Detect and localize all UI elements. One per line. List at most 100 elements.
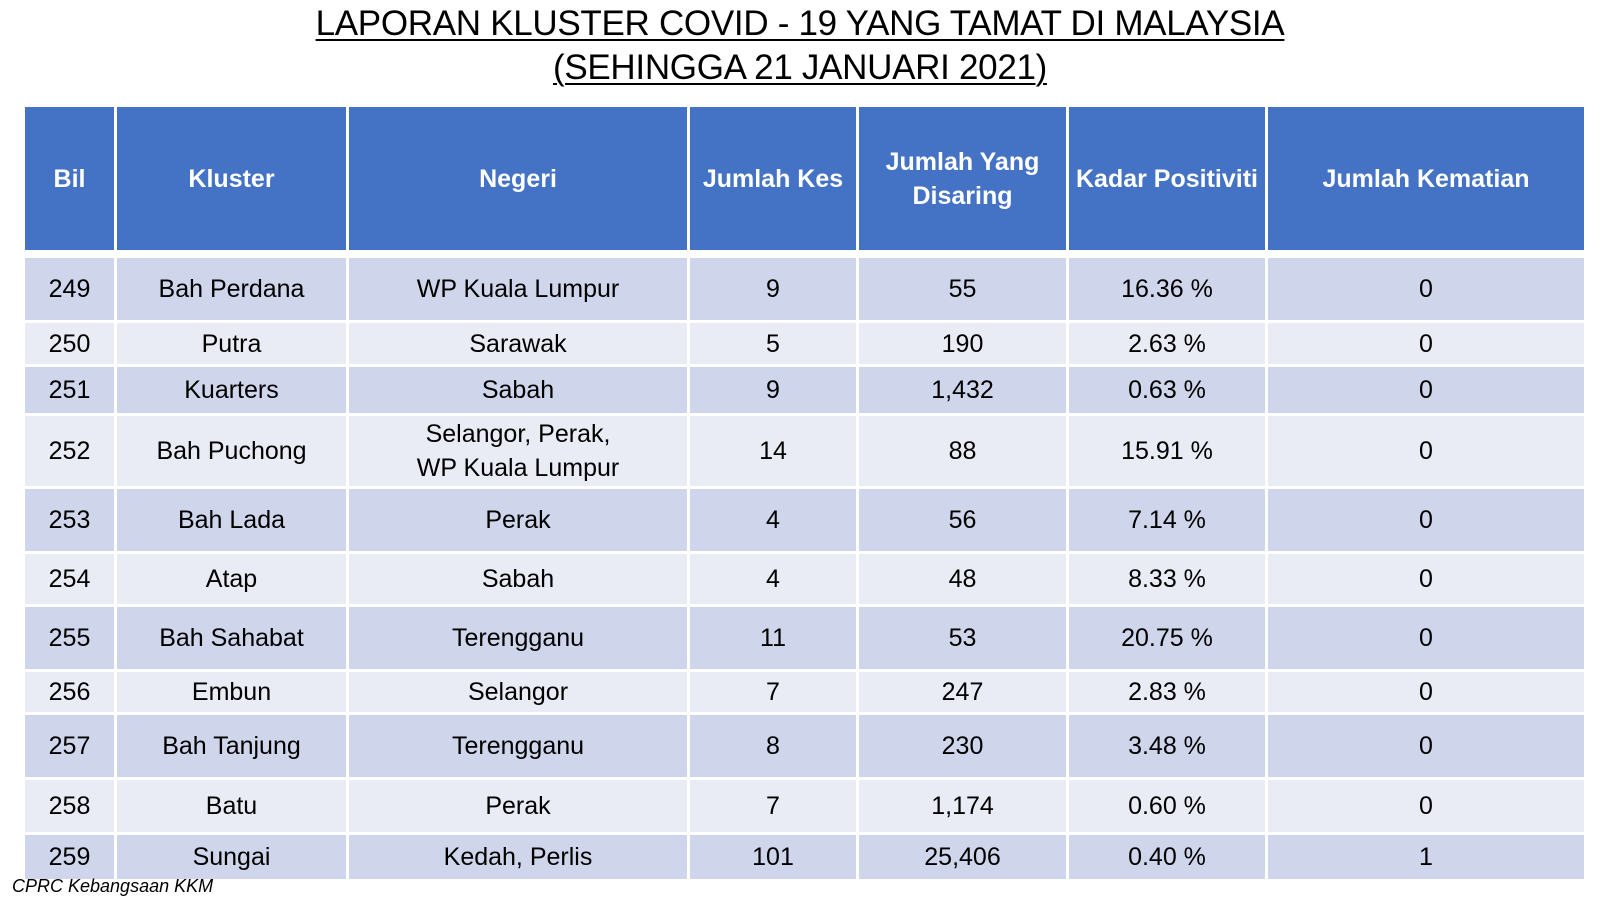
cell-jumlah-kes: 101 xyxy=(687,832,859,882)
cell-jumlah-kes: 8 xyxy=(687,712,859,780)
cell-kadar-positiviti: 8.33 % xyxy=(1066,551,1268,607)
cell-jumlah-disaring: 25,406 xyxy=(856,832,1069,882)
title-line-1: LAPORAN KLUSTER COVID - 19 YANG TAMAT DI… xyxy=(315,4,1285,43)
source-footnote: CPRC Kebangsaan KKM xyxy=(12,876,214,896)
cell-jumlah-disaring: 230 xyxy=(856,712,1069,780)
report-title: LAPORAN KLUSTER COVID - 19 YANG TAMAT DI… xyxy=(0,2,1600,90)
cell-negeri: Perak xyxy=(346,486,690,554)
cell-bil: 256 xyxy=(22,669,117,715)
cell-jumlah-disaring: 1,432 xyxy=(856,364,1069,416)
cell-bil: 249 xyxy=(22,255,117,323)
cell-bil: 259 xyxy=(22,832,117,882)
cell-kluster: Bah Lada xyxy=(114,486,349,554)
cell-jumlah-kematian: 0 xyxy=(1265,669,1587,715)
cell-kluster: Putra xyxy=(114,320,349,367)
cell-negeri: Selangor xyxy=(346,669,690,715)
cell-jumlah-disaring: 88 xyxy=(856,413,1069,489)
cell-kluster: Kuarters xyxy=(114,364,349,416)
spacer-cell xyxy=(23,251,1586,257)
cell-jumlah-kes: 14 xyxy=(687,413,859,489)
cell-kluster: Bah Perdana xyxy=(114,255,349,323)
cell-kadar-positiviti: 15.91 % xyxy=(1066,413,1268,489)
cell-bil: 253 xyxy=(22,486,117,554)
cell-jumlah-disaring: 1,174 xyxy=(856,777,1069,835)
cell-bil: 251 xyxy=(22,364,117,416)
cell-jumlah-kematian: 0 xyxy=(1265,604,1587,672)
cell-kadar-positiviti: 3.48 % xyxy=(1066,712,1268,780)
cell-negeri: Terengganu xyxy=(346,712,690,780)
cell-negeri: Kedah, Perlis xyxy=(346,832,690,882)
cell-kadar-positiviti: 20.75 % xyxy=(1066,604,1268,672)
cell-jumlah-kes: 4 xyxy=(687,551,859,607)
table-row: 252 Bah Puchong Selangor, Perak, WP Kuala … xyxy=(22,413,1587,489)
cell-jumlah-kes: 11 xyxy=(687,604,859,672)
cell-kadar-positiviti: 2.63 % xyxy=(1066,320,1268,367)
cell-negeri: Selangor, Perak, WP Kuala Lumpur xyxy=(346,413,690,489)
cell-negeri: Sabah xyxy=(346,364,690,416)
cell-kluster: Bah Tanjung xyxy=(114,712,349,780)
cluster-table: Bil Kluster Negeri Jumlah Kes Jumlah Yan… xyxy=(22,104,1587,882)
cell-kluster: Bah Sahabat xyxy=(114,604,349,672)
cell-kadar-positiviti: 7.14 % xyxy=(1066,486,1268,554)
cell-kluster: Embun xyxy=(114,669,349,715)
cell-jumlah-kematian: 0 xyxy=(1265,712,1587,780)
cell-jumlah-kematian: 1 xyxy=(1265,832,1587,882)
table-row: 256 Embun Selangor 7 247 2.83 % 0 xyxy=(22,669,1587,715)
cell-jumlah-kematian: 0 xyxy=(1265,364,1587,416)
header-negeri: Negeri xyxy=(346,104,690,253)
table-row: 251 Kuarters Sabah 9 1,432 0.63 % 0 xyxy=(22,364,1587,416)
cell-bil: 254 xyxy=(22,551,117,607)
header-jumlah-disaring: Jumlah Yang Disaring xyxy=(856,104,1069,253)
cell-kadar-positiviti: 0.40 % xyxy=(1066,832,1268,882)
header-bil: Bil xyxy=(22,104,117,253)
cell-kadar-positiviti: 16.36 % xyxy=(1066,255,1268,323)
title-line-2: (SEHINGGA 21 JANUARI 2021) xyxy=(552,48,1048,87)
cell-kluster: Atap xyxy=(114,551,349,607)
cell-jumlah-kes: 9 xyxy=(687,255,859,323)
table-row: 249 Bah Perdana WP Kuala Lumpur 9 55 16.36 % 0 xyxy=(22,255,1587,323)
cell-jumlah-disaring: 53 xyxy=(856,604,1069,672)
cell-bil: 258 xyxy=(22,777,117,835)
cell-kadar-positiviti: 2.83 % xyxy=(1066,669,1268,715)
cell-jumlah-disaring: 247 xyxy=(856,669,1069,715)
cell-negeri: Perak xyxy=(346,777,690,835)
cell-jumlah-kematian: 0 xyxy=(1265,486,1587,554)
header-kluster: Kluster xyxy=(114,104,349,253)
table-body: 249 Bah Perdana WP Kuala Lumpur 9 55 16.36 % 0… xyxy=(22,251,1587,882)
cell-negeri: Terengganu xyxy=(346,604,690,672)
cell-kadar-positiviti: 0.60 % xyxy=(1066,777,1268,835)
cell-bil: 257 xyxy=(22,712,117,780)
header-row: Bil Kluster Negeri Jumlah Kes Jumlah Yan… xyxy=(22,104,1587,253)
cell-bil: 252 xyxy=(22,413,117,489)
cell-kluster: Batu xyxy=(114,777,349,835)
table-row: 253 Bah Lada Perak 4 56 7.14 % 0 xyxy=(22,486,1587,554)
table-row: 259 Sungai Kedah, Perlis 101 25,406 0.40 % 1 xyxy=(22,832,1587,882)
table-row: 257 Bah Tanjung Terengganu 8 230 3.48 % 0 xyxy=(22,712,1587,780)
cell-kadar-positiviti: 0.63 % xyxy=(1066,364,1268,416)
cell-jumlah-kematian: 0 xyxy=(1265,551,1587,607)
table-row: 258 Batu Perak 7 1,174 0.60 % 0 xyxy=(22,777,1587,835)
header-jumlah-kematian: Jumlah Kematian xyxy=(1265,104,1587,253)
cell-kluster: Sungai xyxy=(114,832,349,882)
header-jumlah-kes: Jumlah Kes xyxy=(687,104,859,253)
header-spacer xyxy=(23,251,1586,257)
cell-negeri: Sabah xyxy=(346,551,690,607)
cell-negeri: WP Kuala Lumpur xyxy=(346,255,690,323)
table-row: 254 Atap Sabah 4 48 8.33 % 0 xyxy=(22,551,1587,607)
cell-jumlah-kes: 7 xyxy=(687,777,859,835)
cell-kluster: Bah Puchong xyxy=(114,413,349,489)
cell-jumlah-disaring: 190 xyxy=(856,320,1069,367)
cell-jumlah-kematian: 0 xyxy=(1265,777,1587,835)
cell-jumlah-kes: 4 xyxy=(687,486,859,554)
cell-jumlah-kematian: 0 xyxy=(1265,255,1587,323)
cell-jumlah-disaring: 48 xyxy=(856,551,1069,607)
table-row: 255 Bah Sahabat Terengganu 11 53 20.75 % 0 xyxy=(22,604,1587,672)
table-row: 250 Putra Sarawak 5 190 2.63 % 0 xyxy=(22,320,1587,367)
cell-jumlah-kes: 5 xyxy=(687,320,859,367)
cell-jumlah-disaring: 56 xyxy=(856,486,1069,554)
cell-negeri: Sarawak xyxy=(346,320,690,367)
cell-jumlah-kematian: 0 xyxy=(1265,320,1587,367)
cell-bil: 255 xyxy=(22,604,117,672)
cell-jumlah-kematian: 0 xyxy=(1265,413,1587,489)
header-kadar-positiviti: Kadar Positiviti xyxy=(1066,104,1268,253)
